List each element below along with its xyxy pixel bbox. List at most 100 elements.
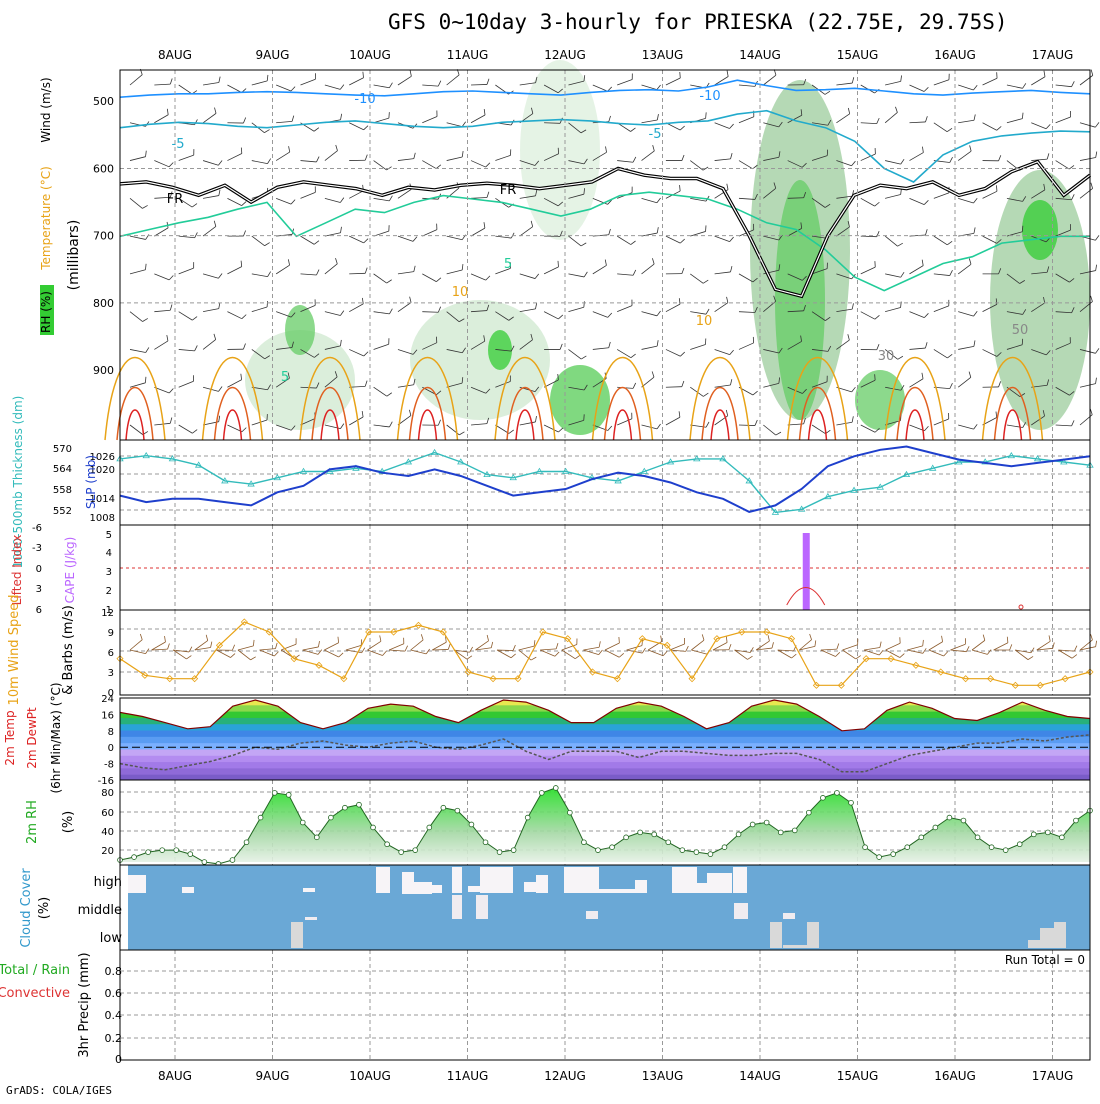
cross-section-wind-barb-flag	[974, 227, 975, 233]
cross-section-wind-barb-flag	[730, 266, 731, 272]
cross-section-tick-label: 500	[93, 95, 114, 108]
cloud-high-block	[524, 882, 536, 892]
cross-section-wind-barb-flag	[387, 280, 392, 283]
cross-section-wind-barb-flag	[167, 109, 168, 115]
cross-section-wind-barb-flag	[605, 260, 606, 266]
temp2m-tick-label: 16	[101, 710, 114, 721]
cross-section-wind-barb	[836, 422, 852, 425]
cross-section-wind-barb	[252, 236, 265, 246]
cross-section-wind-barb	[495, 155, 510, 160]
cross-section-wind-barb	[349, 273, 365, 274]
rh-area	[120, 788, 1090, 864]
wind-side-label: Wind (m/s)	[39, 77, 53, 142]
cross-section-wind-barb	[374, 85, 390, 88]
rh2m-tick-label: 40	[101, 827, 114, 838]
wind10m-wind-barb	[691, 640, 704, 650]
cross-section-wind-barb-flag	[242, 428, 246, 432]
cross-section-wind-barb-flag	[680, 239, 684, 243]
cross-section-wind-barb	[154, 274, 169, 280]
wind10m-wind-barb	[864, 647, 880, 650]
rh-marker	[202, 860, 207, 865]
temperature-contour-red	[906, 410, 924, 440]
cross-section-wind-barb	[666, 387, 682, 388]
wind10m-wind-barb	[994, 643, 1008, 650]
contour-label: -5	[649, 127, 662, 142]
rh-marker	[455, 808, 460, 813]
precip-frame	[120, 950, 1090, 1060]
cross-section-wind-barb-flag	[558, 428, 562, 432]
cross-section-wind-barb	[642, 198, 657, 202]
cross-section-wind-barb	[130, 425, 143, 435]
contour-label: 50	[1012, 323, 1029, 338]
day-label-top: 13AUG	[642, 48, 684, 62]
cross-section-wind-barb-flag	[169, 276, 173, 280]
cross-section-wind-barb	[349, 304, 363, 312]
cross-section-wind-barb-flag	[219, 416, 220, 422]
cross-section-wind-barb	[179, 349, 195, 350]
cross-section-wind-barb-flag	[362, 298, 363, 304]
temp-band	[120, 723, 1090, 730]
wind10m-wind-barb-flag	[729, 644, 731, 650]
wind10m-wind-barb-flag	[206, 635, 208, 641]
cloud-high-block	[707, 873, 732, 893]
cross-section-wind-barb-flag	[703, 280, 708, 283]
cross-section-wind-barb-flag	[730, 124, 734, 128]
cross-section-wind-barb-flag	[1023, 83, 1026, 88]
cape-tick-label: 5	[106, 530, 112, 541]
cross-section-wind-barb-flag	[848, 334, 850, 340]
precip-tick-label: 0.6	[105, 987, 123, 1000]
wind10m-wind-barb-flag	[1074, 646, 1077, 651]
cross-section-wind-barb-flag	[558, 315, 562, 319]
cross-section-wind-barb	[154, 115, 168, 123]
cross-section-wind-barb	[471, 84, 487, 85]
cross-section-wind-barb	[739, 312, 755, 313]
rh-shading	[775, 180, 825, 420]
cross-section-wind-barb	[130, 157, 146, 161]
temperature-contour-warm	[105, 358, 165, 441]
day-label-bottom: 17AUG	[1032, 1069, 1074, 1083]
cross-section-wind-barb	[252, 161, 268, 164]
temp-band	[120, 767, 1090, 774]
cross-section-wind-barb	[909, 348, 925, 349]
cross-section-wind-barb-flag	[486, 276, 490, 280]
cross-section-wind-barb-flag	[974, 424, 978, 429]
rh-marker	[975, 835, 980, 840]
cross-section-wind-barb	[1080, 123, 1095, 127]
cross-section-wind-barb	[471, 115, 485, 123]
cloud-low-block	[1028, 940, 1042, 948]
cross-section-wind-barb	[934, 80, 949, 85]
wind10m-wind-barb-flag	[448, 644, 450, 650]
precip-ylabel: 3hr Precip (mm)	[77, 952, 92, 1057]
cloud-high-block	[635, 880, 647, 893]
cross-section-wind-barb-flag	[657, 114, 658, 120]
cross-section-wind-barb-flag	[509, 430, 514, 434]
precip-tick-label: 0.2	[105, 1032, 123, 1045]
rh-marker	[553, 786, 558, 791]
wind10m-wind-barb	[152, 642, 166, 650]
cape-tick-label: 3	[106, 567, 112, 578]
cross-section-wind-barb-flag	[438, 81, 441, 86]
cross-section-wind-barb-flag	[852, 416, 853, 422]
rh-marker	[905, 845, 910, 850]
temp2m-tick-label: -8	[104, 760, 114, 771]
cross-section-wind-barb	[398, 385, 414, 388]
wind10m-wind-barb-flag	[275, 643, 277, 649]
wind10m-wind-barb-flag	[575, 655, 580, 659]
cross-section-wind-barb	[568, 236, 581, 246]
cross-section-wind-barb	[179, 236, 195, 238]
wind10m-wind-barb-flag	[511, 654, 516, 658]
cross-section-wind-barb-flag	[922, 373, 923, 379]
rh-marker	[638, 830, 643, 835]
cross-section-wind-barb	[252, 307, 267, 312]
cross-section-wind-barb-flag	[218, 274, 222, 279]
cross-section-wind-barb-flag	[462, 151, 463, 157]
wind10m-wind-barb-flag	[556, 643, 558, 649]
cross-section-wind-barb	[447, 236, 463, 240]
wind10m-wind-barb-flag	[467, 656, 472, 659]
temperature-contour-hot	[605, 388, 641, 441]
cross-section-wind-barb-flag	[364, 126, 368, 130]
cloud-ylabel-a: Cloud Cover	[19, 868, 34, 948]
cloud-high-block	[599, 889, 635, 893]
cross-section-wind-barb-flag	[389, 309, 392, 314]
cross-section-wind-barb-flag	[363, 72, 364, 78]
